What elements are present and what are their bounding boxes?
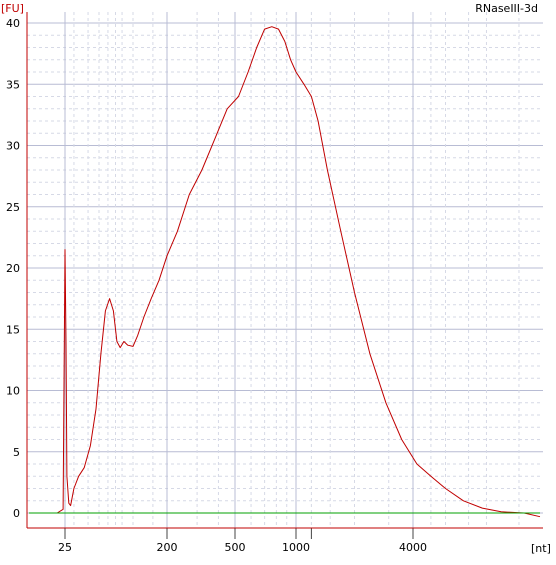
y-tick-label: 35 xyxy=(6,78,20,91)
y-tick-label: 15 xyxy=(6,323,20,336)
x-tick-label: 200 xyxy=(157,541,178,554)
plot-area xyxy=(27,12,543,539)
x-tick-label: 4000 xyxy=(399,541,427,554)
x-tick-label: 500 xyxy=(225,541,246,554)
y-tick-label: 30 xyxy=(6,140,20,153)
y-axis-unit-label: [FU] xyxy=(1,2,24,15)
x-axis-unit-label: [nt] xyxy=(531,542,551,555)
x-tick-labels: 25 200 500 1000 4000 xyxy=(58,541,427,554)
series xyxy=(29,26,541,518)
y-tick-label: 25 xyxy=(6,201,20,214)
y-tick-label: 40 xyxy=(6,17,20,30)
y-tick-label: 10 xyxy=(6,385,20,398)
y-tick-label: 0 xyxy=(13,507,20,520)
x-tick-label: 25 xyxy=(58,541,72,554)
signal-line xyxy=(29,26,541,518)
x-tick-label: 1000 xyxy=(282,541,310,554)
y-tick-label: 20 xyxy=(6,262,20,275)
y-tick-labels: 0 5 10 15 20 25 30 35 40 xyxy=(6,17,20,520)
chart-title: RNaseIII-3d xyxy=(475,2,538,15)
grid xyxy=(27,12,543,539)
y-tick-label: 5 xyxy=(13,446,20,459)
